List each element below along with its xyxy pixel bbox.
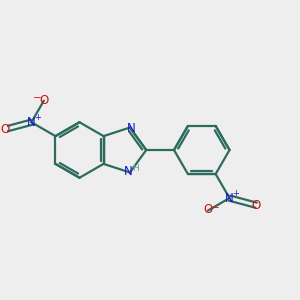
Text: +: +: [232, 189, 239, 198]
Text: N: N: [127, 122, 136, 135]
Text: O: O: [251, 199, 261, 212]
Text: N: N: [27, 116, 36, 129]
Text: O: O: [39, 94, 49, 106]
Text: N: N: [124, 165, 133, 178]
Text: H: H: [132, 164, 139, 173]
Text: −: −: [33, 93, 42, 103]
Text: O: O: [0, 123, 10, 136]
Text: +: +: [34, 113, 41, 122]
Text: −: −: [211, 203, 220, 213]
Text: N: N: [225, 192, 234, 205]
Text: O: O: [203, 203, 212, 217]
